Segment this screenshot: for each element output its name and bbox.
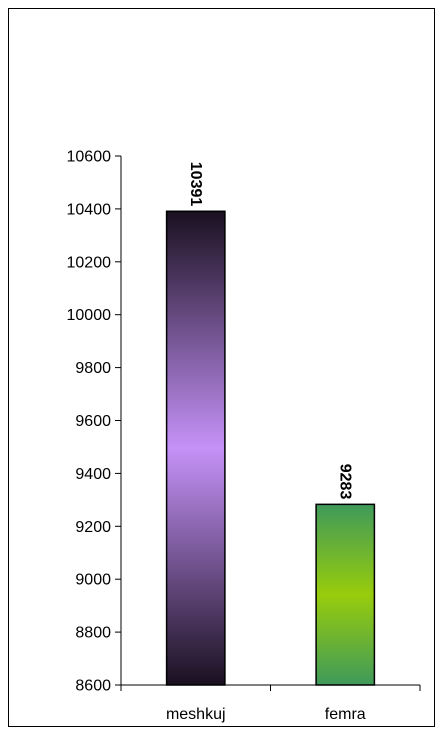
y-tick-label: 9000 — [75, 572, 111, 589]
y-tick-label: 9800 — [75, 360, 111, 377]
category-label-femra: femra — [325, 706, 366, 723]
data-label-femra: 9283 — [336, 464, 353, 500]
y-tick-label: 8800 — [75, 625, 111, 642]
data-label-meshkuj: 10391 — [187, 162, 204, 207]
category-label-meshkuj: meshkuj — [166, 706, 226, 723]
y-tick-label: 10400 — [67, 201, 112, 218]
y-tick-label: 8600 — [75, 678, 111, 695]
y-tick-label: 10000 — [67, 307, 112, 324]
bar-meshkuj — [165, 210, 226, 686]
y-tick-label: 9600 — [75, 413, 111, 430]
y-tick-label: 9200 — [75, 519, 111, 536]
y-tick-label: 10600 — [67, 149, 112, 166]
y-tick-label: 9400 — [75, 466, 111, 483]
bar-femra — [315, 503, 376, 686]
y-tick-label: 10200 — [67, 254, 112, 271]
